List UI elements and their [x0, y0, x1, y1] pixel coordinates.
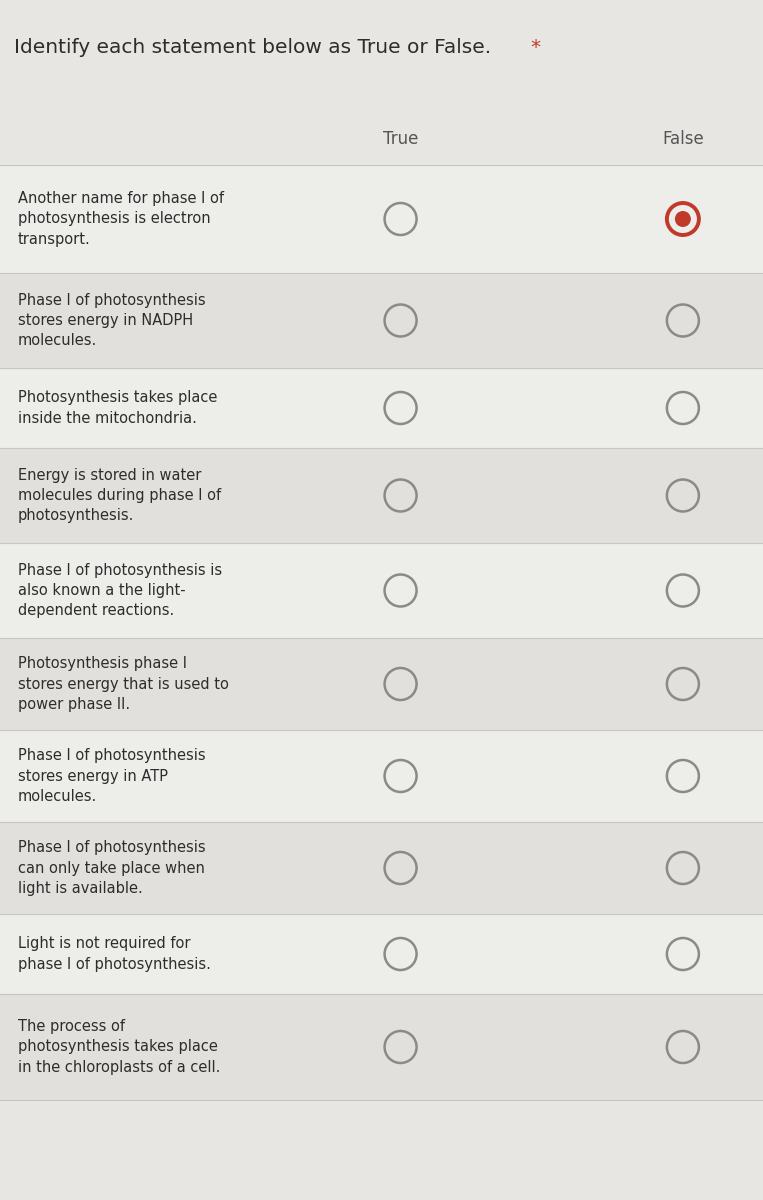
Text: Phase I of photosynthesis
stores energy in NADPH
molecules.: Phase I of photosynthesis stores energy …: [18, 293, 205, 348]
Text: Photosynthesis phase I
stores energy that is used to
power phase II.: Photosynthesis phase I stores energy tha…: [18, 656, 229, 712]
Text: *: *: [530, 38, 540, 56]
Bar: [0, 542, 763, 638]
Bar: [0, 638, 763, 730]
Text: Phase I of photosynthesis
can only take place when
light is available.: Phase I of photosynthesis can only take …: [18, 840, 205, 896]
Text: False: False: [662, 130, 703, 148]
Text: Energy is stored in water
molecules during phase I of
photosynthesis.: Energy is stored in water molecules duri…: [18, 468, 221, 523]
Bar: [0, 730, 763, 822]
Bar: [0, 272, 763, 368]
Circle shape: [675, 211, 691, 227]
Text: Photosynthesis takes place
inside the mitochondria.: Photosynthesis takes place inside the mi…: [18, 390, 217, 426]
Bar: [0, 448, 763, 542]
Text: Phase I of photosynthesis
stores energy in ATP
molecules.: Phase I of photosynthesis stores energy …: [18, 748, 205, 804]
Text: True: True: [383, 130, 418, 148]
Bar: [0, 368, 763, 448]
Text: Another name for phase I of
photosynthesis is electron
transport.: Another name for phase I of photosynthes…: [18, 191, 224, 247]
Text: The process of
photosynthesis takes place
in the chloroplasts of a cell.: The process of photosynthesis takes plac…: [18, 1019, 220, 1075]
Bar: [0, 914, 763, 994]
Text: Phase I of photosynthesis is
also known a the light-
dependent reactions.: Phase I of photosynthesis is also known …: [18, 563, 222, 618]
Text: Identify each statement below as True or False.: Identify each statement below as True or…: [14, 38, 491, 56]
Bar: [0, 994, 763, 1100]
Text: Light is not required for
phase I of photosynthesis.: Light is not required for phase I of pho…: [18, 936, 211, 972]
Bar: [0, 164, 763, 272]
Bar: [0, 822, 763, 914]
